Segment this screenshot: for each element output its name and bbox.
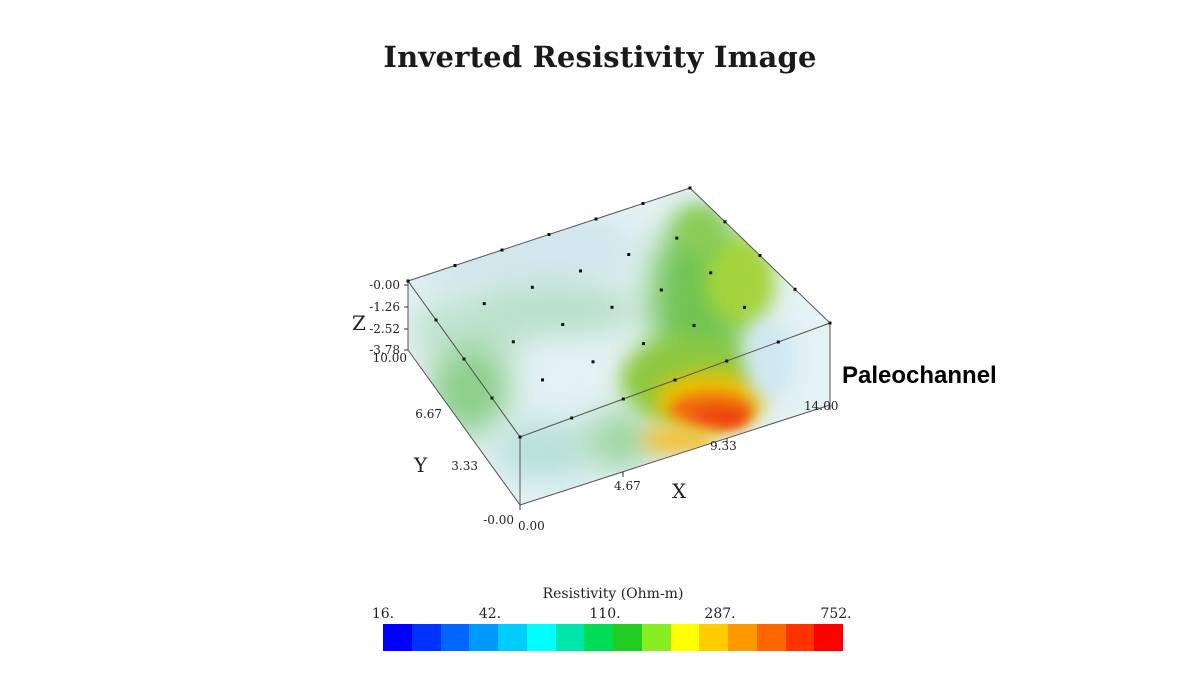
x-tick-label: 0.00 bbox=[518, 519, 545, 533]
electrode-marker bbox=[511, 340, 515, 344]
colorbar-tick: 287. bbox=[704, 606, 736, 622]
x-tick-label: 9.33 bbox=[710, 439, 737, 453]
electrode-marker bbox=[541, 378, 544, 382]
colorbar-swatch bbox=[699, 624, 728, 651]
colorbar-tick: 110. bbox=[589, 606, 621, 622]
electrode-marker bbox=[482, 302, 486, 306]
paleochannel-annotation: Paleochannel bbox=[842, 362, 997, 389]
colorbar-swatch bbox=[498, 624, 527, 651]
electrode-marker bbox=[725, 359, 729, 363]
electrode-marker bbox=[673, 378, 677, 382]
z-tick-label: -1.26 bbox=[369, 300, 400, 314]
colorbar-swatch bbox=[469, 624, 498, 651]
electrode-marker bbox=[518, 435, 522, 439]
electrode-marker bbox=[692, 324, 696, 327]
electrode-marker bbox=[610, 305, 614, 309]
z-tick-label: -3.78 bbox=[369, 343, 400, 357]
z-tick-label: -0.00 bbox=[369, 278, 400, 292]
electrode-marker bbox=[743, 305, 746, 309]
x-axis-title: X bbox=[672, 479, 687, 503]
electrode-marker bbox=[561, 323, 565, 326]
y-tick-label: 6.67 bbox=[415, 407, 442, 421]
colorbar-swatch bbox=[785, 624, 815, 651]
colorbar-swatch bbox=[728, 624, 757, 651]
electrode-marker bbox=[621, 397, 625, 401]
colorbar-swatch bbox=[641, 624, 671, 651]
axis-tick-marks bbox=[404, 284, 831, 510]
colorbar-title: Resistivity (Ohm-m) bbox=[542, 586, 684, 602]
z-tick-label: -2.52 bbox=[369, 322, 400, 336]
x-tick-label: 4.67 bbox=[614, 479, 641, 493]
resistivity-colorbar bbox=[383, 624, 843, 651]
colorbar-swatch bbox=[411, 624, 441, 651]
electrode-marker bbox=[406, 279, 410, 283]
electrode-marker bbox=[570, 416, 574, 420]
colorbar-tick: 42. bbox=[478, 606, 502, 622]
colorbar-swatch bbox=[670, 624, 700, 651]
electrode-marker bbox=[453, 264, 457, 267]
x-tick-label: 14.00 bbox=[804, 399, 838, 413]
electrode-marker bbox=[500, 248, 504, 252]
colorbar-swatch bbox=[440, 624, 470, 651]
colorbar-swatch bbox=[383, 624, 412, 651]
electrode-marker bbox=[641, 202, 645, 205]
electrode-marker bbox=[434, 318, 438, 322]
colorbar-swatch bbox=[584, 624, 613, 651]
electrode-marker bbox=[659, 288, 663, 292]
electrode-marker bbox=[758, 254, 762, 257]
electrode-marker bbox=[642, 342, 645, 346]
colorbar-swatch bbox=[814, 624, 843, 651]
y-tick-label: 10.00 bbox=[373, 351, 407, 365]
y-axis-title: Y bbox=[413, 453, 428, 477]
z-axis-title: Z bbox=[352, 311, 366, 335]
colorbar-swatch bbox=[756, 624, 786, 651]
electrode-marker bbox=[793, 287, 797, 291]
electrode-marker bbox=[547, 233, 551, 236]
y-tick-label: -0.00 bbox=[483, 513, 514, 527]
colorbar-tick: 16. bbox=[371, 606, 395, 622]
electrode-marker bbox=[627, 253, 631, 256]
y-tick-label: 3.33 bbox=[451, 459, 478, 473]
electrode-marker bbox=[579, 269, 582, 273]
electrode-marker bbox=[688, 186, 692, 190]
colorbar-tick-labels: 16. 42. 110. 287. 752. bbox=[360, 606, 870, 626]
electrode-marker bbox=[828, 321, 832, 325]
colorbar-swatch bbox=[613, 624, 642, 651]
colorbar-tick: 752. bbox=[820, 606, 852, 622]
electrode-marker bbox=[675, 236, 679, 240]
electrode-marker bbox=[462, 357, 466, 361]
electrode-marker bbox=[591, 360, 595, 364]
electrode-marker bbox=[709, 271, 713, 275]
electrode-marker bbox=[723, 220, 727, 224]
electrode-marker bbox=[530, 285, 534, 289]
colorbar-swatch bbox=[526, 624, 556, 651]
colorbar-swatch bbox=[555, 624, 585, 651]
electrode-markers bbox=[406, 186, 832, 439]
electrode-marker bbox=[594, 217, 598, 221]
electrode-marker bbox=[776, 340, 780, 344]
electrode-marker bbox=[490, 396, 494, 400]
plot-title: Inverted Resistivity Image bbox=[383, 40, 817, 74]
